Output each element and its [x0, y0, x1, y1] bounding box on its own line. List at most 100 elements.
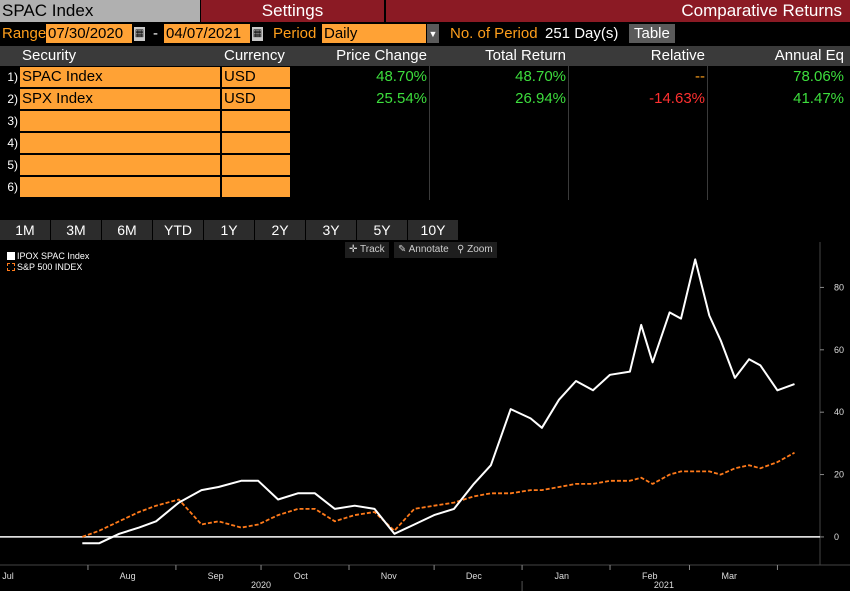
period-button-3y[interactable]: 3Y	[306, 220, 356, 240]
period-button-5y[interactable]: 5Y	[357, 220, 407, 240]
y-tick-label: 20	[834, 470, 844, 480]
table-row: 4)	[0, 133, 850, 153]
table-row: 3)	[0, 111, 850, 131]
table-row: 2) SPX Index USD 25.54% 26.94% -14.63% 4…	[0, 89, 850, 109]
price-change-value: 25.54%	[376, 90, 427, 107]
row-number: 5)	[7, 158, 18, 172]
period-label: Period	[273, 25, 317, 42]
x-tick-label: Sep	[208, 571, 224, 581]
x-tick-label: Oct	[294, 571, 309, 581]
y-tick-label: 0	[834, 532, 839, 542]
range-label: Range	[2, 25, 47, 42]
table-row: 5)	[0, 155, 850, 175]
security-input[interactable]	[20, 111, 220, 131]
col-currency[interactable]: Currency	[224, 47, 285, 64]
security-input[interactable]: SPX Index	[20, 89, 220, 109]
legend-item-spac[interactable]: IPOX SPAC Index	[7, 251, 89, 262]
table-row: 6)	[0, 177, 850, 197]
x-tick-label: Jan	[555, 571, 570, 581]
legend-label: IPOX SPAC Index	[17, 251, 90, 261]
row-number: 2)	[7, 92, 18, 106]
annotate-tool[interactable]: ✎ Annotate	[394, 242, 453, 258]
returns-table-header: Security Currency Price Change Total Ret…	[0, 46, 850, 66]
security-title[interactable]: SPAC Index	[0, 0, 200, 22]
column-divider	[707, 46, 708, 200]
pencil-icon: ✎	[398, 244, 407, 255]
periods-count-value: 251 Day(s)	[545, 25, 619, 42]
zoom-tool[interactable]: ⚲ Zoom	[453, 242, 497, 258]
calendar-icon[interactable]: ▦	[252, 27, 263, 41]
column-divider	[429, 46, 430, 200]
security-input[interactable]	[20, 133, 220, 153]
x-tick-label: Dec	[466, 571, 483, 581]
legend-item-spx[interactable]: S&P 500 INDEX	[7, 262, 89, 273]
col-annual-eq[interactable]: Annual Eq	[774, 47, 844, 64]
currency-input[interactable]	[222, 111, 290, 131]
y-tick-label: 60	[834, 345, 844, 355]
period-select[interactable]: Daily	[322, 24, 426, 43]
column-divider	[568, 46, 569, 200]
security-input[interactable]: SPAC Index	[20, 67, 220, 87]
periods-count-label: No. of Period	[450, 25, 538, 42]
comparative-returns-tab[interactable]: Comparative Returns	[386, 0, 850, 22]
total-return-value: 48.70%	[515, 68, 566, 85]
track-tool[interactable]: ✛ Track	[345, 242, 389, 258]
x-tick-label: Mar	[721, 571, 737, 581]
x-year-label: 2020	[251, 580, 271, 590]
security-input[interactable]	[20, 155, 220, 175]
x-tick-label: Feb	[642, 571, 658, 581]
period-button-3m[interactable]: 3M	[51, 220, 101, 240]
price-change-value: 48.70%	[376, 68, 427, 85]
y-tick-label: 40	[834, 407, 844, 417]
parameters-row: Range 07/30/2020 ▦ - 04/07/2021 ▦ Period…	[0, 24, 850, 44]
table-row: 1) SPAC Index USD 48.70% 48.70% -- 78.06…	[0, 67, 850, 87]
period-button-2y[interactable]: 2Y	[255, 220, 305, 240]
row-number: 3)	[7, 114, 18, 128]
row-number: 1)	[7, 70, 18, 84]
period-button-6m[interactable]: 6M	[102, 220, 152, 240]
start-date-field[interactable]: 07/30/2020	[46, 24, 132, 43]
x-tick-label: Aug	[120, 571, 136, 581]
track-label: Track	[360, 244, 385, 255]
relative-value: -14.63%	[649, 90, 705, 107]
relative-value: --	[695, 68, 705, 85]
settings-tab[interactable]: Settings	[201, 0, 384, 22]
security-input[interactable]	[20, 177, 220, 197]
calendar-icon[interactable]: ▦	[134, 27, 145, 41]
annual-eq-value: 78.06%	[793, 68, 844, 85]
legend-label: S&P 500 INDEX	[17, 262, 83, 272]
annual-eq-value: 41.47%	[793, 90, 844, 107]
title-bar: SPAC Index Settings Comparative Returns	[0, 0, 850, 22]
period-button-ytd[interactable]: YTD	[153, 220, 203, 240]
chart-legend: IPOX SPAC Index S&P 500 INDEX	[7, 251, 89, 273]
currency-input[interactable]: USD	[222, 89, 290, 109]
x-year-label: 2021	[654, 580, 674, 590]
col-security[interactable]: Security	[22, 47, 77, 64]
currency-input[interactable]	[222, 133, 290, 153]
currency-input[interactable]: USD	[222, 67, 290, 87]
table-button[interactable]: Table	[629, 24, 675, 43]
range-dash: -	[153, 25, 158, 42]
comparative-returns-chart[interactable]: 0 20 40 60 80 Jul Aug Sep Oct Nov Dec Jan Feb Mar 2020…	[0, 242, 850, 591]
col-price-change[interactable]: Price Change	[336, 47, 427, 64]
total-return-value: 26.94%	[515, 90, 566, 107]
currency-input[interactable]	[222, 177, 290, 197]
magnifier-icon: ⚲	[457, 244, 465, 255]
chevron-down-icon[interactable]: ▼	[427, 24, 439, 43]
period-button-1y[interactable]: 1Y	[204, 220, 254, 240]
col-relative[interactable]: Relative	[650, 47, 705, 64]
x-tick-label: Jul	[2, 571, 14, 581]
y-tick-label: 80	[834, 282, 844, 292]
row-number: 4)	[7, 136, 18, 150]
col-total-return[interactable]: Total Return	[485, 47, 566, 64]
crosshair-icon: ✛	[349, 244, 358, 255]
end-date-field[interactable]: 04/07/2021	[164, 24, 250, 43]
period-button-1m[interactable]: 1M	[0, 220, 50, 240]
row-number: 6)	[7, 180, 18, 194]
currency-input[interactable]	[222, 155, 290, 175]
annotate-label: Annotate	[408, 244, 449, 255]
legend-swatch	[7, 252, 15, 260]
period-button-10y[interactable]: 10Y	[408, 220, 458, 240]
legend-swatch	[7, 263, 15, 271]
zoom-label: Zoom	[467, 244, 493, 255]
